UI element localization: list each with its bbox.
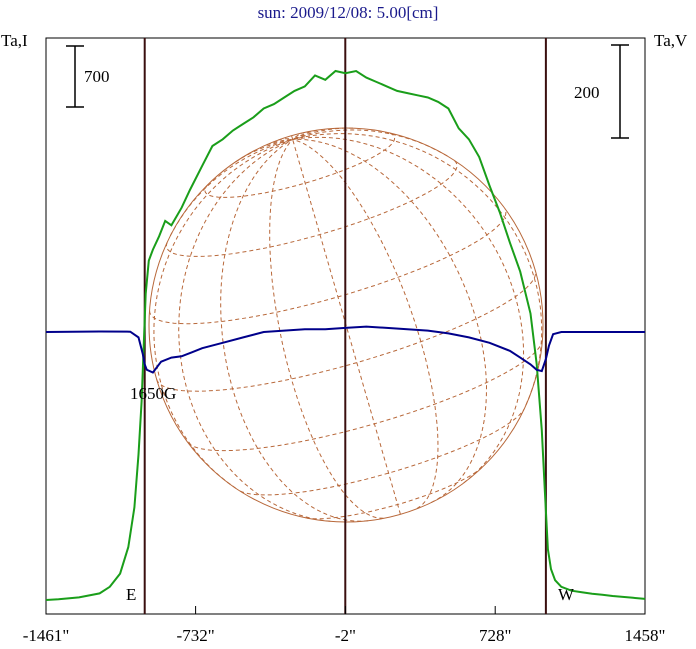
longitude-gridline: [292, 129, 318, 140]
longitude-gridline: [178, 138, 331, 522]
longitude-gridline: [292, 136, 525, 484]
field-strength-annotation: 1650G: [130, 384, 176, 403]
longitude-gridline: [291, 135, 294, 140]
x-tick-label: -732": [177, 626, 215, 645]
longitude-gridline: [266, 138, 293, 146]
x-tick-label: -2": [335, 626, 356, 645]
latitude-gridline: [165, 159, 458, 257]
x-axis-ticks: -1461" -732" -2" 728" 1458": [23, 606, 666, 645]
right-axis-label: Ta,V: [654, 31, 688, 50]
longitude-gridline: [292, 129, 448, 157]
x-tick-label: 1458": [625, 626, 666, 645]
longitude-gridline: [292, 133, 543, 406]
latitude-gridline: [188, 341, 543, 452]
longitude-gridline: [292, 127, 353, 140]
x-tick-label: -1461": [23, 626, 70, 645]
longitude-gridline: [292, 131, 306, 140]
right-scale-bar: [611, 44, 629, 139]
east-label: E: [126, 585, 136, 604]
x-tick-label: 728": [479, 626, 511, 645]
west-label: W: [558, 585, 575, 604]
right-scale-bar-label: 200: [574, 83, 600, 102]
longitude-gridline: [153, 138, 293, 489]
chart-title: sun: 2009/12/08: 5.00[cm]: [258, 3, 439, 22]
left-axis-label: Ta,I: [1, 31, 28, 50]
longitude-gridline: [292, 138, 488, 504]
latitude-gridline: [240, 409, 525, 496]
longitude-gridline: [235, 138, 293, 163]
longitude-gridline: [292, 139, 401, 515]
longitude-gridline: [292, 138, 439, 510]
polarization-series-line: [45, 325, 645, 374]
left-scale-bar: [66, 45, 84, 108]
intensity-series-line: [45, 69, 646, 601]
longitude-gridline: [169, 138, 293, 237]
latitude-gridline: [204, 132, 396, 198]
left-scale-bar-label: 700: [84, 67, 110, 86]
longitude-gridline: [278, 138, 293, 141]
latitude-gridline: [149, 208, 507, 325]
longitude-gridline: [220, 138, 369, 522]
